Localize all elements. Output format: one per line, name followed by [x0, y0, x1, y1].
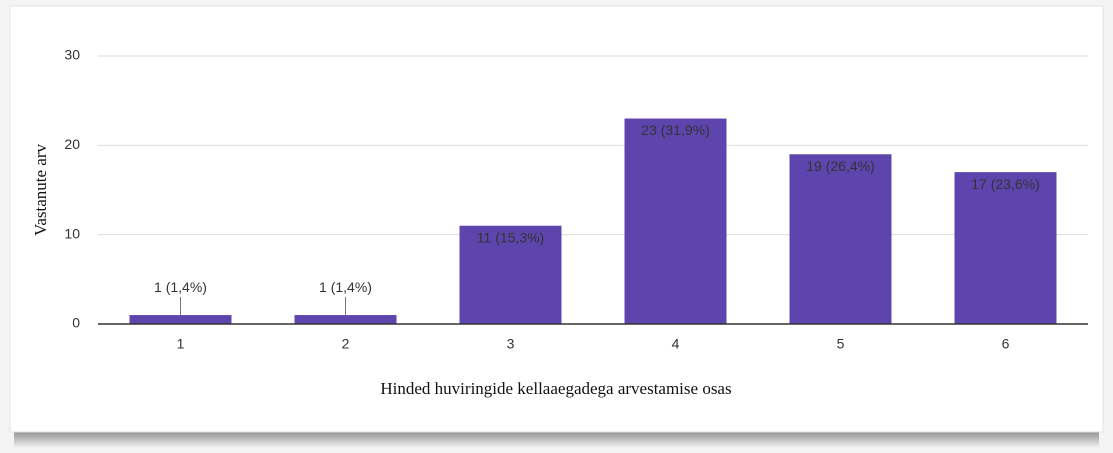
bar [789, 154, 892, 324]
bar [129, 315, 232, 324]
data-label: 23 (31,9%) [641, 122, 709, 138]
bar [459, 225, 562, 324]
bar [294, 315, 397, 324]
data-label: 17 (23,6%) [971, 176, 1039, 192]
card [9, 5, 1104, 433]
x-tick-label: 5 [837, 336, 845, 352]
y-axis-title: Vastanute arv [31, 143, 50, 236]
x-tick-label: 2 [342, 336, 350, 352]
y-tick-label: 20 [64, 136, 80, 152]
data-label: 1 (1,4%) [319, 279, 372, 295]
bar [624, 118, 727, 325]
y-tick-label: 0 [72, 315, 80, 331]
data-label: 1 (1,4%) [154, 279, 207, 295]
bar [954, 172, 1057, 324]
x-tick-label: 3 [507, 336, 515, 352]
x-tick-label: 6 [1002, 336, 1010, 352]
card-shadow [14, 430, 1099, 448]
data-label: 11 (15,3%) [477, 229, 544, 245]
y-tick-label: 30 [64, 47, 80, 63]
data-label: 19 (26,4%) [806, 158, 874, 174]
y-tick-label: 10 [64, 225, 80, 241]
x-tick-label: 1 [177, 336, 185, 352]
x-tick-label: 4 [672, 336, 680, 352]
x-axis-title: Hinded huviringide kellaaegadega arvesta… [380, 379, 731, 398]
